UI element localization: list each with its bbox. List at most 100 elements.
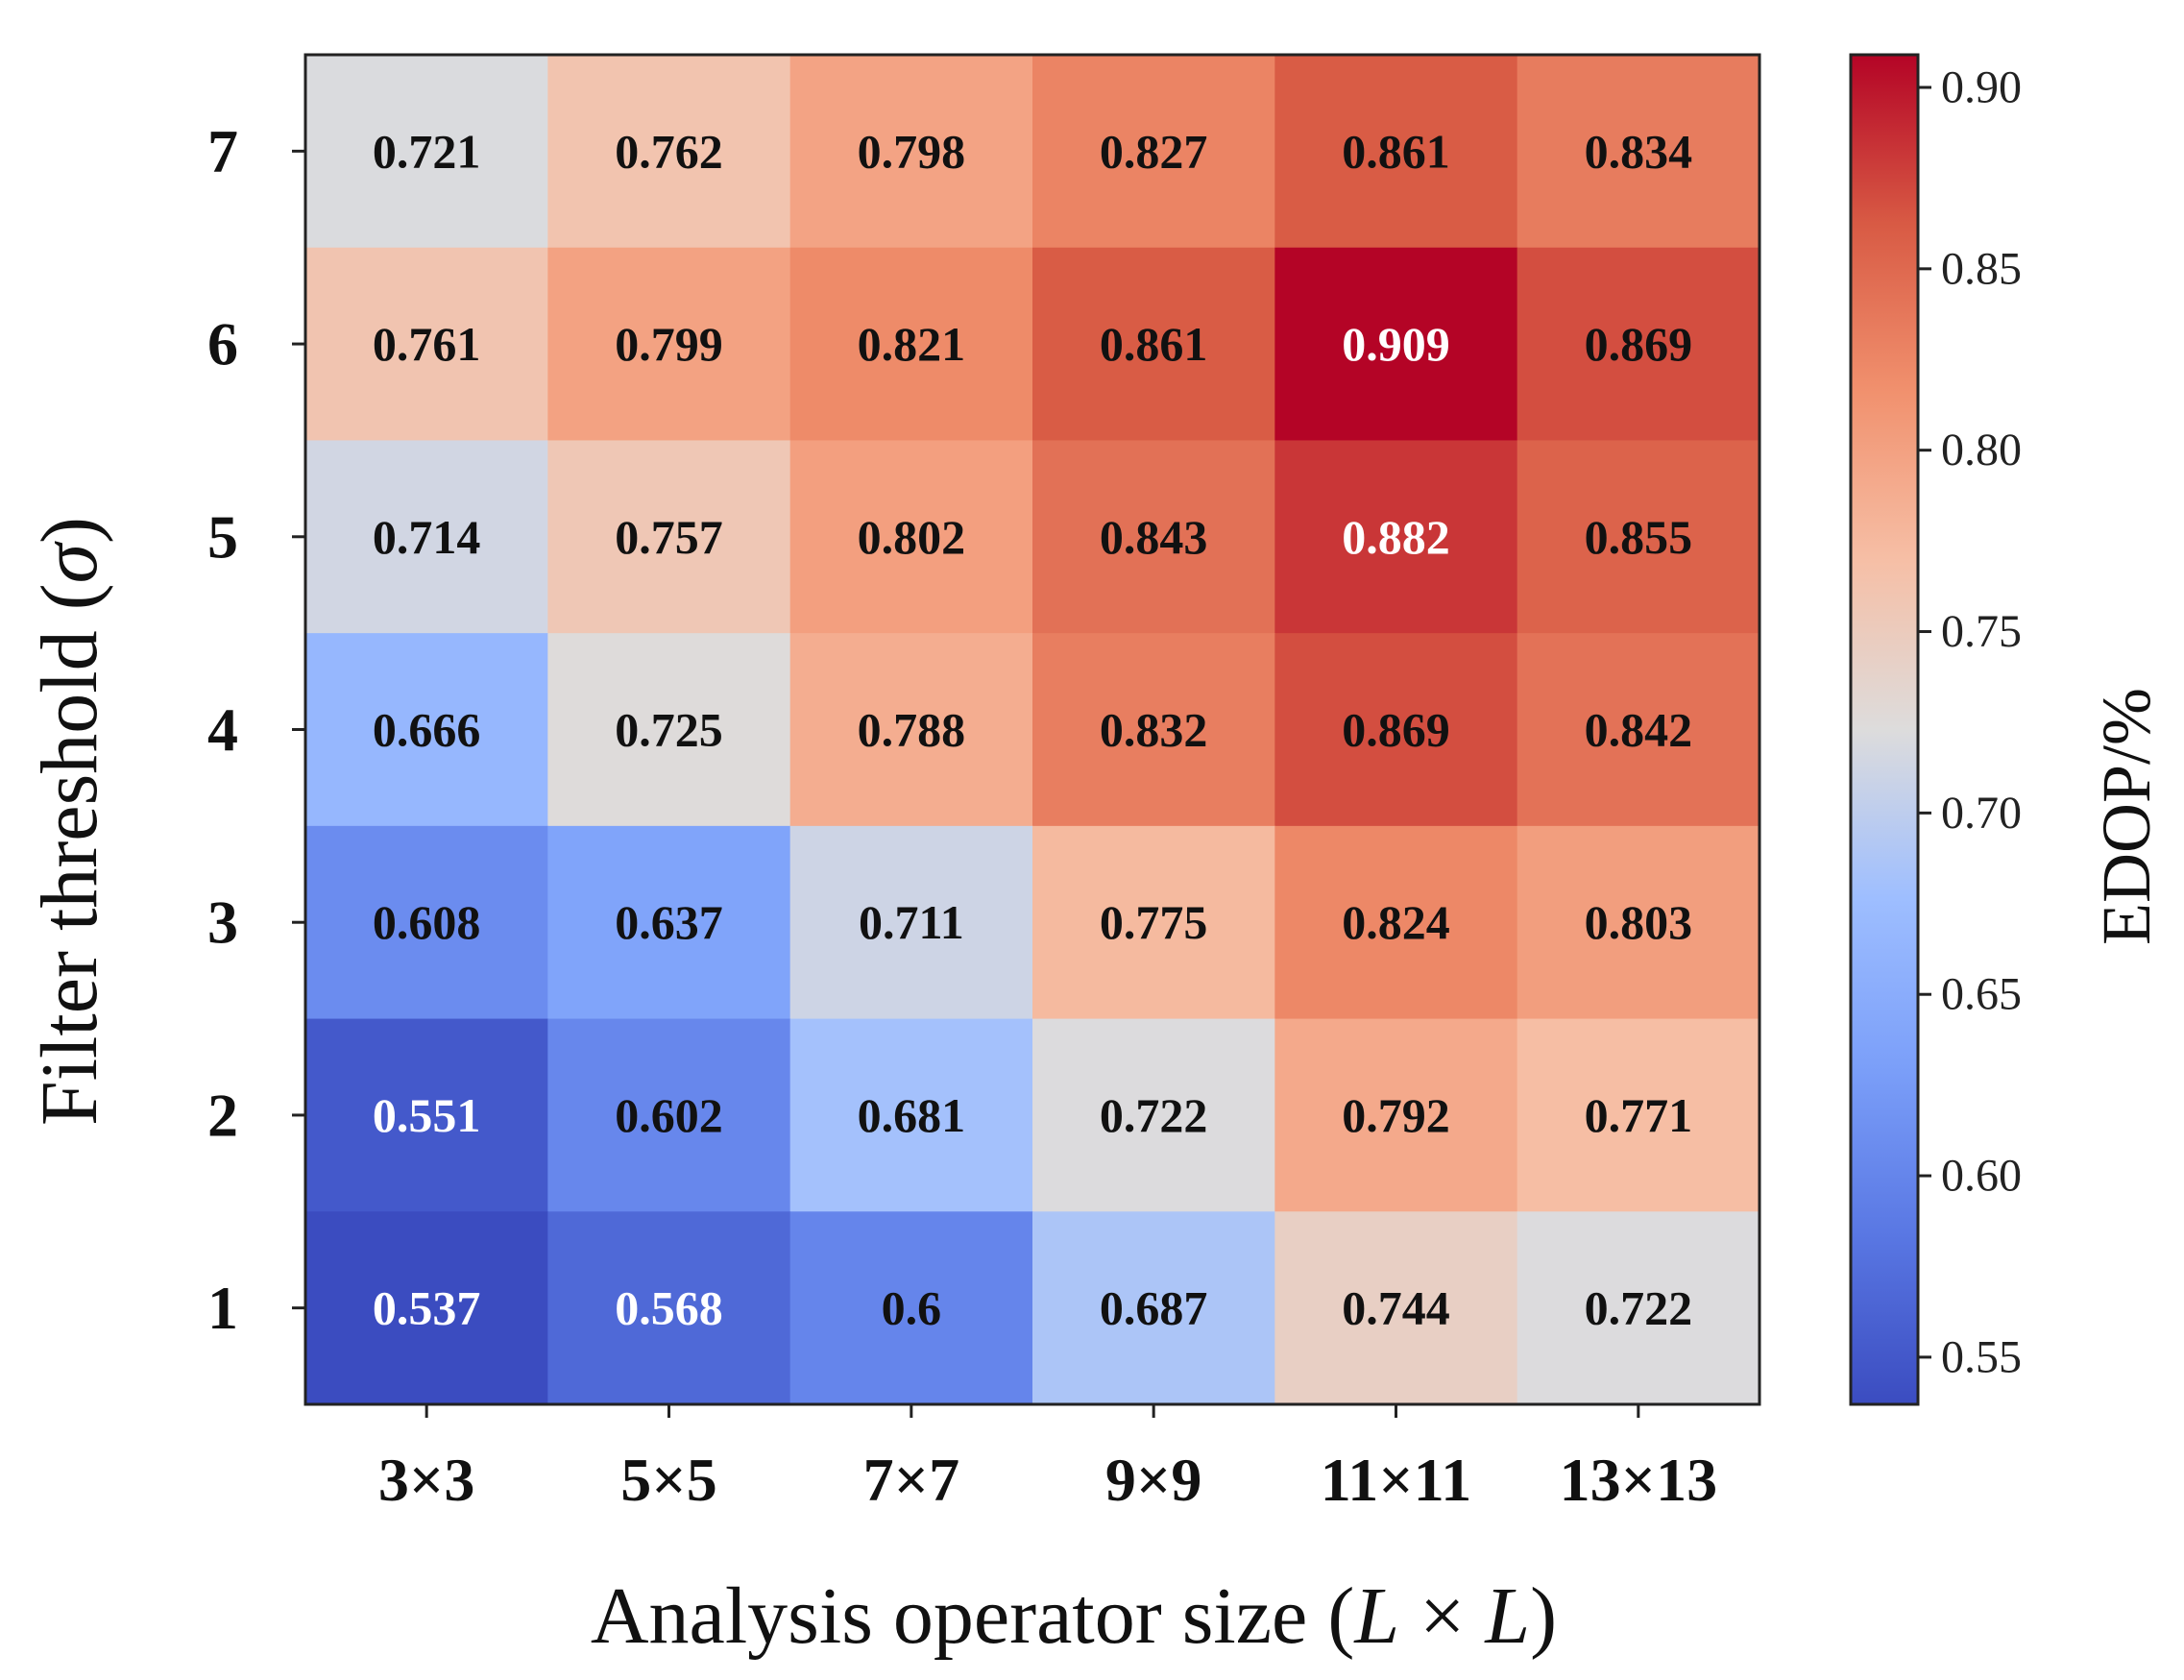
cell-value-label: 0.551 — [373, 1088, 481, 1142]
colorbar-tick-label: 0.60 — [1941, 1151, 2022, 1202]
heatmap-cell — [1274, 247, 1518, 442]
x-axis-label-l1: L — [1353, 1571, 1399, 1661]
cell-value-label: 0.861 — [1342, 124, 1450, 178]
cell-value-label: 0.666 — [373, 703, 481, 757]
heatmap-cell — [1517, 247, 1760, 442]
cell-value-label: 0.721 — [373, 124, 481, 178]
x-axis-label-prefix: Analysis operator size ( — [591, 1571, 1354, 1661]
colorbar-tick-label: 0.85 — [1941, 243, 2022, 294]
heatmap-cell — [305, 440, 548, 634]
colorbar-label: EDOP/% — [2088, 688, 2165, 945]
heatmap-cell — [789, 440, 1033, 634]
x-axis-label-suffix: ) — [1530, 1571, 1557, 1661]
cell-value-label: 0.802 — [858, 510, 966, 564]
x-axis-label-times: × — [1399, 1571, 1485, 1661]
y-axis-label-prefix: Filter threshold ( — [25, 583, 114, 1126]
heatmap-cell — [1032, 633, 1275, 827]
heatmap-cell — [305, 1211, 548, 1405]
x-tick-label: 13×13 — [1560, 1446, 1717, 1514]
cell-value-label: 0.821 — [858, 317, 966, 371]
y-tick-label: 6 — [207, 310, 238, 378]
heatmap-cell — [547, 825, 791, 1020]
heatmap-cell — [547, 440, 791, 634]
x-tick-label: 9×9 — [1105, 1446, 1201, 1514]
cell-value-label: 0.771 — [1585, 1088, 1693, 1142]
cell-value-label: 0.909 — [1342, 317, 1450, 371]
cell-value-label: 0.687 — [1100, 1281, 1208, 1335]
cell-value-label: 0.762 — [615, 124, 723, 178]
y-tick-label: 1 — [207, 1274, 238, 1342]
heatmap-cell — [1274, 440, 1518, 634]
cell-value-label: 0.637 — [615, 895, 723, 949]
heatmap-cell — [1274, 55, 1518, 249]
heatmap-cell — [547, 55, 791, 249]
heatmap-cell — [1032, 247, 1275, 442]
cell-value-label: 0.824 — [1342, 895, 1450, 949]
heatmap-cell — [1274, 1211, 1518, 1405]
heatmap-cell — [789, 1211, 1033, 1405]
cell-value-label: 0.803 — [1585, 895, 1693, 949]
cell-value-label: 0.681 — [858, 1088, 966, 1142]
cell-value-label: 0.827 — [1100, 124, 1208, 178]
cell-value-label: 0.602 — [615, 1088, 723, 1142]
cell-value-label: 0.792 — [1342, 1088, 1450, 1142]
cell-value-label: 0.869 — [1342, 703, 1450, 757]
cell-value-label: 0.861 — [1100, 317, 1208, 371]
cell-value-label: 0.832 — [1100, 703, 1208, 757]
heatmap-cell — [547, 247, 791, 442]
heatmap-cell — [1032, 825, 1275, 1020]
heatmap-cell — [789, 55, 1033, 249]
colorbar-tick-label: 0.75 — [1941, 606, 2022, 657]
cell-value-label: 0.6 — [882, 1281, 942, 1335]
y-tick-label: 7 — [207, 117, 238, 185]
cell-value-label: 0.537 — [373, 1281, 481, 1335]
y-axis-label-suffix: ) — [25, 517, 114, 544]
heatmap-cell — [1032, 440, 1275, 634]
colorbar-tick-label: 0.80 — [1941, 425, 2022, 475]
cell-value-label: 0.757 — [615, 510, 723, 564]
colorbar-tick-label: 0.90 — [1941, 61, 2022, 112]
heatmap-cell — [1274, 633, 1518, 827]
heatmap-cells: 0.721 0.762 0.798 0.827 0.861 0.834 0.761 0.799… — [305, 55, 1760, 1405]
heatmap-cell — [305, 1018, 548, 1212]
y-axis-label: Filter threshold (σ) — [25, 517, 114, 1126]
y-axis-label-sigma: σ — [25, 540, 114, 583]
heatmap-cell — [1517, 1018, 1760, 1212]
y-axis: 7 6 5 4 3 2 1 — [207, 117, 305, 1342]
heatmap-cell — [1517, 1211, 1760, 1405]
cell-value-label: 0.855 — [1585, 510, 1693, 564]
cell-value-label: 0.798 — [858, 124, 966, 178]
cell-value-label: 0.799 — [615, 317, 723, 371]
colorbar-tick-label: 0.65 — [1941, 969, 2022, 1020]
heatmap-cell — [305, 633, 548, 827]
cell-value-label: 0.568 — [615, 1281, 723, 1335]
cell-value-label: 0.775 — [1100, 895, 1208, 949]
heatmap-cell — [1517, 55, 1760, 249]
heatmap-cell — [789, 633, 1033, 827]
cell-value-label: 0.842 — [1585, 703, 1693, 757]
x-tick-label: 3×3 — [378, 1446, 474, 1514]
cell-value-label: 0.744 — [1342, 1281, 1450, 1335]
colorbar-ticks: 0.55 0.60 0.65 0.70 0.75 0.80 0.85 0.90 — [1918, 61, 2022, 1382]
x-axis-label-l2: L — [1484, 1571, 1530, 1661]
y-tick-label: 2 — [207, 1081, 238, 1149]
cell-value-label: 0.834 — [1585, 124, 1693, 178]
cell-value-label: 0.714 — [373, 510, 481, 564]
heatmap-cell — [305, 825, 548, 1020]
x-axis-label: Analysis operator size (L × L) — [591, 1571, 1557, 1661]
heatmap-cell — [1032, 1211, 1275, 1405]
heatmap-cell — [305, 55, 548, 249]
heatmap-cell — [1517, 633, 1760, 827]
y-tick-label: 4 — [207, 695, 238, 764]
heatmap-cell — [1517, 825, 1760, 1020]
cell-value-label: 0.725 — [615, 703, 723, 757]
cell-value-label: 0.722 — [1585, 1281, 1693, 1335]
y-tick-label: 3 — [207, 889, 238, 957]
x-tick-label: 11×11 — [1321, 1446, 1471, 1514]
heatmap-cell — [1274, 825, 1518, 1020]
cell-value-label: 0.882 — [1342, 510, 1450, 564]
x-tick-label: 7×7 — [863, 1446, 959, 1514]
heatmap-cell — [789, 825, 1033, 1020]
colorbar-tick-label: 0.70 — [1941, 788, 2022, 839]
heatmap-cell — [305, 247, 548, 442]
